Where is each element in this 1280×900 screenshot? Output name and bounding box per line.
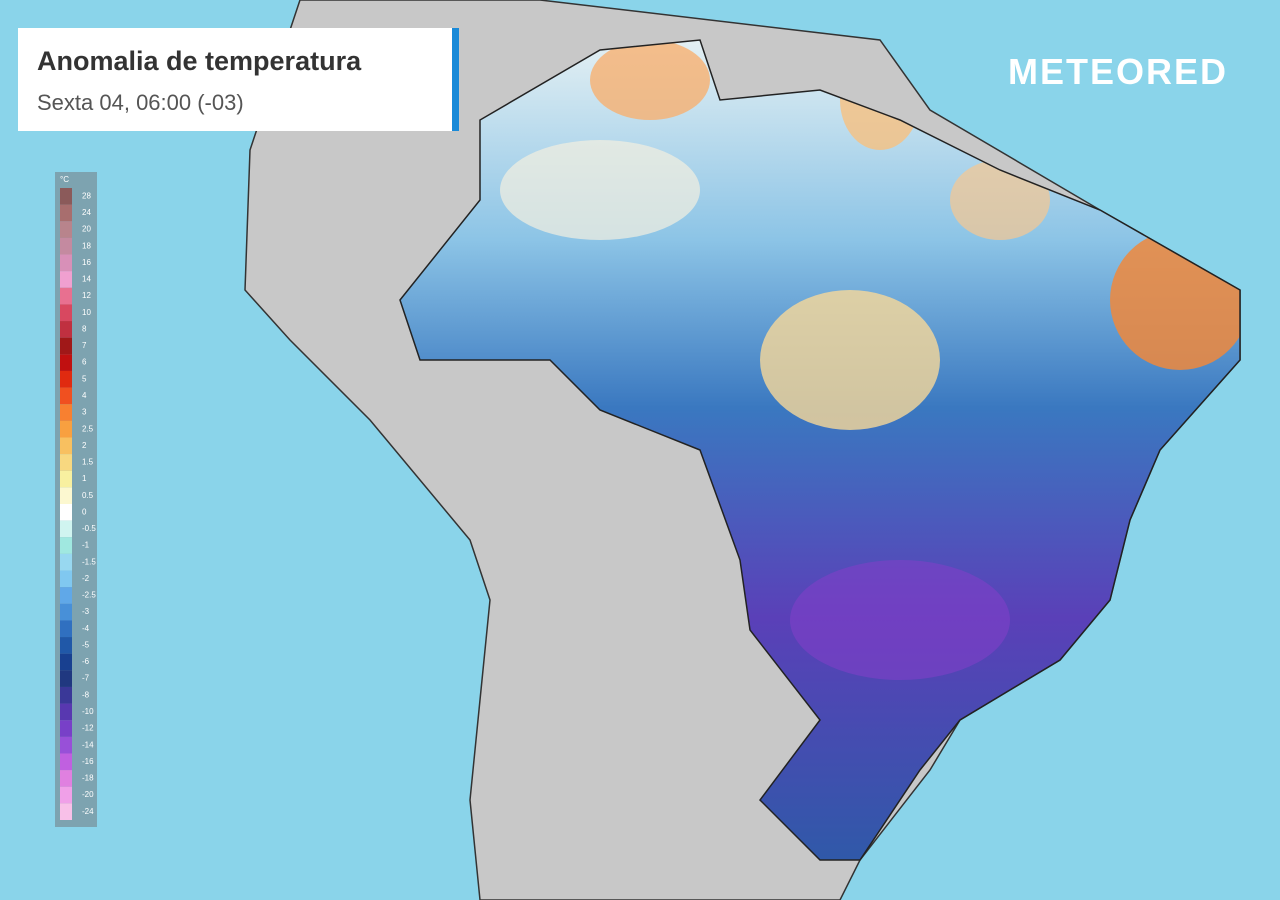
legend-swatch <box>60 753 72 771</box>
legend-swatch <box>60 504 72 521</box>
legend-swatch <box>60 420 72 438</box>
legend-label: -6 <box>82 657 90 666</box>
legend-swatch <box>60 703 72 721</box>
legend-label: -3 <box>82 607 90 616</box>
legend-swatch <box>60 670 72 687</box>
legend-swatch <box>60 803 72 820</box>
legend-label: -5 <box>82 640 90 649</box>
legend-swatch <box>60 337 72 355</box>
legend-swatch <box>60 254 72 272</box>
legend-label: -12 <box>82 724 94 733</box>
title: Anomalia de temperatura <box>37 46 362 76</box>
legend-label: 28 <box>82 191 91 200</box>
legend-swatch <box>60 587 72 604</box>
legend-swatch <box>60 736 72 754</box>
legend-label: 4 <box>82 391 87 400</box>
legend-label: -14 <box>82 740 94 749</box>
legend-label: 1 <box>82 474 87 483</box>
legend-label: -24 <box>82 807 94 816</box>
legend-swatch <box>60 770 72 787</box>
logo: METEORED <box>1008 51 1228 92</box>
legend-swatch <box>60 204 72 222</box>
legend-label: 20 <box>82 225 91 234</box>
legend-swatch <box>60 188 72 205</box>
legend-swatch <box>60 321 72 338</box>
legend-swatch <box>60 620 72 638</box>
legend-swatch <box>60 603 72 621</box>
legend-swatch <box>60 404 72 421</box>
legend-swatch <box>60 387 72 405</box>
title-box <box>18 28 456 131</box>
legend-unit: °C <box>60 175 69 184</box>
legend-swatch <box>60 287 72 305</box>
legend-label: 0.5 <box>82 491 94 500</box>
legend-label: 5 <box>82 374 87 383</box>
legend-label: 0 <box>82 507 87 516</box>
legend-label: 2.5 <box>82 424 94 433</box>
legend-swatch <box>60 221 72 238</box>
legend-swatch <box>60 786 72 804</box>
legend-label: 6 <box>82 358 87 367</box>
legend-label: -10 <box>82 707 94 716</box>
legend-swatch <box>60 487 72 504</box>
legend-swatch <box>60 686 72 704</box>
legend-swatch <box>60 304 72 322</box>
legend-label: 3 <box>82 408 87 417</box>
legend-label: -20 <box>82 790 94 799</box>
legend-swatch <box>60 537 72 554</box>
legend-label: -2 <box>82 574 90 583</box>
legend-label: -16 <box>82 757 94 766</box>
legend-swatch <box>60 470 72 488</box>
legend: 28 24 20 18 16 14 12 10 8 7 6 5 4 3 2.5 2 1.5 1 0.5 0 -0.5 -1… <box>60 188 96 820</box>
legend-label: 10 <box>82 308 91 317</box>
legend-swatch <box>60 370 72 388</box>
legend-label: -1.5 <box>82 557 96 566</box>
legend-swatch <box>60 437 72 455</box>
legend-label: 8 <box>82 324 87 333</box>
legend-label: -2.5 <box>82 591 96 600</box>
legend-swatch <box>60 720 72 737</box>
legend-label: 7 <box>82 341 87 350</box>
legend-label: 2 <box>82 441 87 450</box>
legend-swatch <box>60 553 72 571</box>
legend-label: 1.5 <box>82 458 94 467</box>
legend-label: -0.5 <box>82 524 96 533</box>
legend-label: -4 <box>82 624 90 633</box>
title-accent <box>452 28 459 131</box>
legend-label: 18 <box>82 241 91 250</box>
legend-label: -7 <box>82 674 90 683</box>
legend-label: 24 <box>82 208 91 217</box>
legend-swatch <box>60 271 72 288</box>
legend-swatch <box>60 354 72 371</box>
subtitle: Sexta 04, 06:00 (-03) <box>37 90 244 115</box>
legend-swatch <box>60 570 72 588</box>
legend-swatch <box>60 520 72 538</box>
legend-swatch <box>60 637 72 654</box>
legend-swatch <box>60 237 72 255</box>
legend-label: 14 <box>82 275 91 284</box>
legend-label: -8 <box>82 690 90 699</box>
legend-label: -1 <box>82 541 90 550</box>
legend-label: 16 <box>82 258 91 267</box>
legend-label: 12 <box>82 291 91 300</box>
legend-label: -18 <box>82 774 94 783</box>
legend-swatch <box>60 454 72 471</box>
legend-swatch <box>60 653 72 671</box>
